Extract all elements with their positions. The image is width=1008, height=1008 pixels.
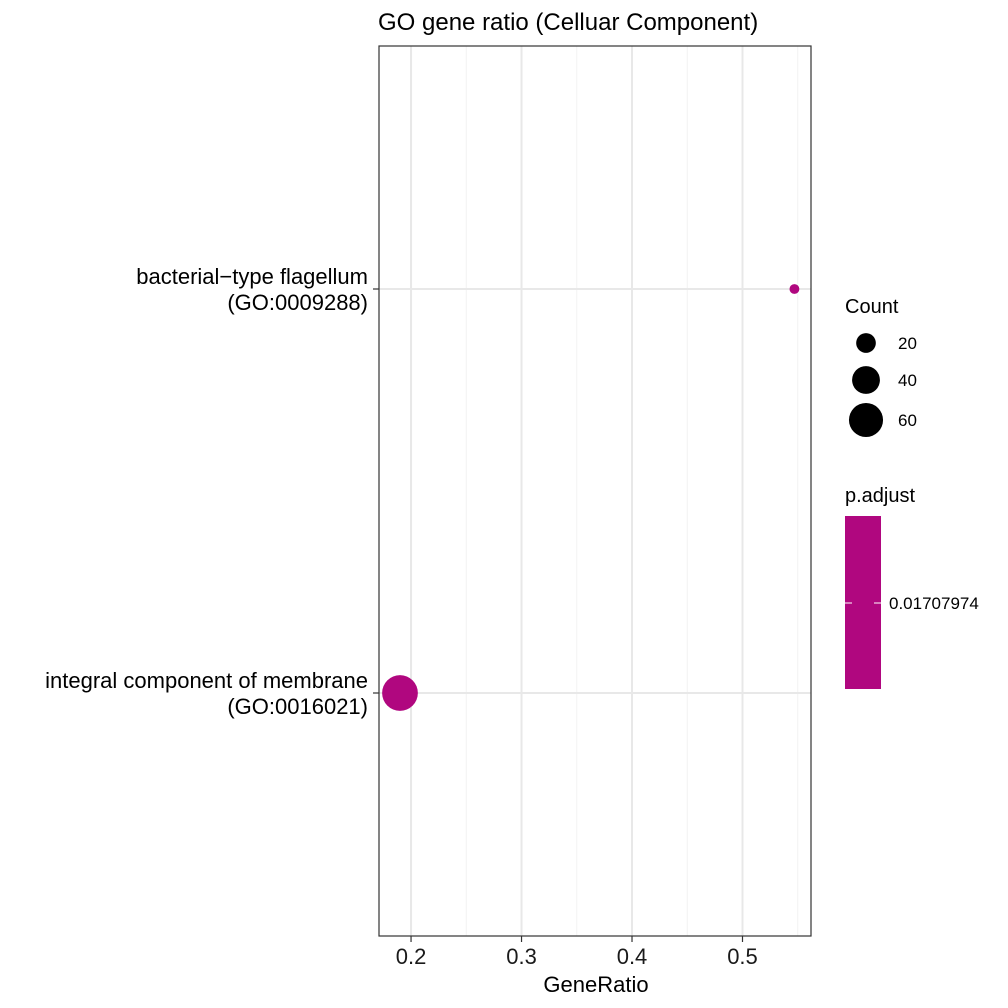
x-axis-title: GeneRatio — [543, 972, 648, 997]
p-adjust-legend-label: 0.01707974 — [889, 594, 979, 613]
count-legend-label: 60 — [898, 411, 917, 430]
count-legend-title: Count — [845, 296, 899, 318]
plot-panel — [378, 45, 812, 937]
count-legend-label: 20 — [898, 334, 917, 353]
panel-border — [378, 45, 812, 937]
count-legend-key — [856, 333, 876, 353]
chart-title: GO gene ratio (Celluar Component) — [378, 9, 758, 36]
category-label: bacterial−type flagellum (GO:0009288) — [136, 264, 368, 315]
category-label: integral component of membrane (GO:001602… — [45, 668, 368, 719]
count-legend: Count 20 40 60 — [845, 296, 917, 438]
x-tick-label: 0.4 — [617, 944, 648, 969]
x-tick-label: 0.2 — [396, 944, 427, 969]
p-adjust-legend: p.adjust 0.01707974 — [845, 485, 979, 689]
y-axis: bacterial−type flagellum (GO:0009288) inte… — [45, 264, 379, 719]
count-legend-key — [848, 402, 884, 438]
data-point — [789, 284, 800, 294]
count-legend-key — [852, 366, 880, 394]
data-points — [382, 284, 800, 711]
count-legend-label: 40 — [898, 371, 917, 390]
x-tick-label: 0.3 — [506, 944, 537, 969]
data-point — [382, 675, 418, 711]
x-tick-label: 0.5 — [727, 944, 758, 969]
p-adjust-legend-title: p.adjust — [845, 485, 915, 507]
x-axis: 0.2 0.3 0.4 0.5 — [396, 936, 758, 969]
